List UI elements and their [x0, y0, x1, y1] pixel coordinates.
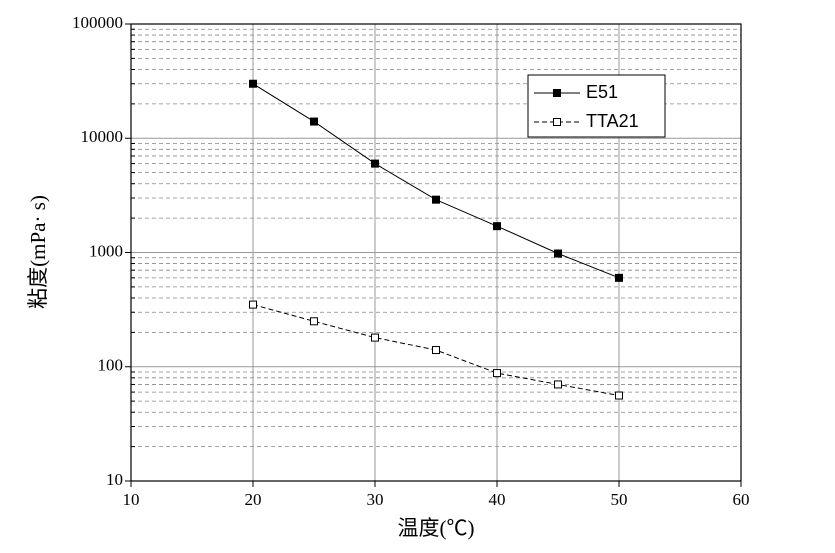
marker: [615, 391, 623, 400]
x-tick-label: 30: [367, 490, 384, 509]
marker: [249, 79, 257, 88]
y-tick-label: 10: [106, 470, 123, 489]
marker: [615, 273, 623, 282]
legend: E51 TTA21: [527, 74, 666, 138]
x-tick-label: 50: [611, 490, 628, 509]
marker: [371, 333, 379, 342]
x-tick-label: 10: [123, 490, 140, 509]
y-tick-label: 100000: [72, 13, 123, 32]
marker: [432, 195, 440, 204]
marker: [554, 249, 562, 258]
legend-marker: [553, 118, 561, 126]
y-tick-label: 1000: [89, 241, 123, 260]
y-tick-label: 10000: [81, 127, 124, 146]
marker: [493, 369, 501, 378]
marker: [432, 346, 440, 355]
marker: [310, 117, 318, 126]
x-tick-label: 20: [245, 490, 262, 509]
legend-label: TTA21: [586, 111, 639, 131]
marker: [310, 317, 318, 326]
marker: [371, 159, 379, 168]
x-axis-label: 温度(℃): [398, 516, 475, 540]
marker: [249, 300, 257, 309]
x-tick-label: 40: [489, 490, 506, 509]
y-axis-label: 粘度(mPa· s): [26, 195, 50, 309]
x-tick-label: 60: [733, 490, 750, 509]
legend-label: E51: [586, 82, 618, 102]
marker: [554, 380, 562, 389]
marker: [493, 222, 501, 231]
plot-frame: [130, 23, 742, 482]
legend-marker: [553, 89, 561, 97]
y-tick-label: 100: [98, 356, 124, 375]
legend-box: [527, 74, 666, 138]
